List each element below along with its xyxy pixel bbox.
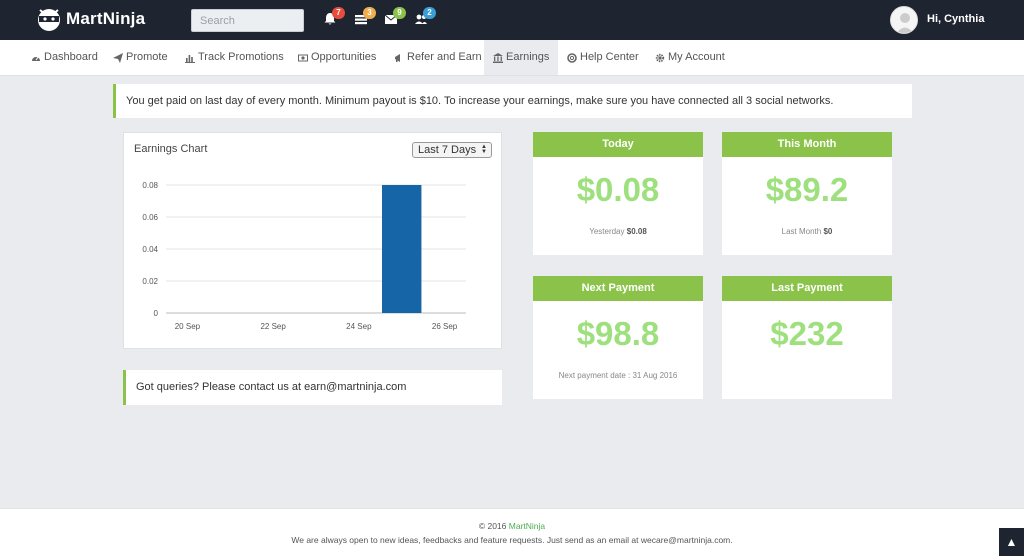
earnings-chart-card: Earnings Chart Last 7 Days ▲ ▼ 0 0.02 0.04 0… bbox=[123, 132, 502, 349]
stat-sub-value: $0.08 bbox=[626, 227, 647, 236]
stat-title: Last Payment bbox=[722, 276, 892, 301]
nav-help-center[interactable]: Help Center bbox=[558, 40, 648, 75]
stat-card-this-month: This Month $89.2 Last Month $0 bbox=[722, 132, 892, 255]
nav-label: My Account bbox=[668, 51, 725, 63]
notification-users[interactable]: 2 bbox=[414, 7, 436, 28]
contact-info-banner: Got queries? Please contact us at earn@m… bbox=[123, 370, 502, 405]
paper-plane-icon bbox=[113, 52, 123, 63]
notification-tasks[interactable]: 3 bbox=[354, 7, 376, 28]
date-range-select[interactable]: Last 7 Days ▲ ▼ bbox=[412, 142, 492, 158]
bank-icon bbox=[493, 52, 503, 63]
stat-subtext: Last Month $0 bbox=[722, 227, 892, 236]
x-tick-label: 20 Sep bbox=[175, 322, 201, 331]
avatar[interactable] bbox=[890, 6, 918, 34]
stat-title: This Month bbox=[722, 132, 892, 157]
nav-label: Earnings bbox=[506, 51, 550, 63]
nav-label: Promote bbox=[126, 51, 168, 63]
scroll-to-top-button[interactable]: ▲ bbox=[999, 528, 1024, 556]
tasks-count-badge: 3 bbox=[363, 7, 376, 19]
stat-card-last-payment: Last Payment $232 bbox=[722, 276, 892, 399]
stat-value: $0.08 bbox=[576, 171, 660, 208]
nav-my-account[interactable]: My Account bbox=[646, 40, 734, 75]
nav-dashboard[interactable]: Dashboard bbox=[22, 40, 107, 75]
app-name: MartNinja bbox=[66, 9, 146, 28]
footer-brand-link[interactable]: MartNinja bbox=[508, 521, 546, 531]
notification-messages[interactable]: 9 bbox=[384, 7, 406, 28]
nav-earnings[interactable]: Earnings bbox=[484, 40, 559, 75]
stat-title: Today bbox=[533, 132, 703, 157]
stat-card-today: Today $0.08 Yesterday $0.08 bbox=[533, 132, 703, 255]
nav-promote[interactable]: Promote bbox=[104, 40, 177, 75]
y-tick-label: 0.06 bbox=[142, 213, 158, 222]
user-avatar-icon bbox=[896, 13, 914, 33]
users-count-badge: 2 bbox=[423, 7, 436, 19]
y-tick-label: 0 bbox=[154, 309, 159, 318]
stat-value: $232 bbox=[770, 315, 844, 352]
copyright-text: © 2016 bbox=[478, 521, 507, 531]
nav-label: Refer and Earn bbox=[407, 51, 482, 63]
y-tick-label: 0.08 bbox=[142, 181, 158, 190]
stat-value: $98.8 bbox=[576, 315, 660, 352]
search-input[interactable] bbox=[191, 9, 304, 32]
date-range-value: Last 7 Days bbox=[418, 144, 477, 156]
logo[interactable]: MartNinja bbox=[36, 6, 145, 32]
messages-count-badge: 9 bbox=[393, 7, 406, 19]
nav-opportunities[interactable]: Opportunities bbox=[289, 40, 385, 75]
stat-sub-value: $0 bbox=[823, 227, 833, 236]
user-greeting[interactable]: Hi, Cynthia bbox=[927, 13, 985, 25]
x-tick-label: 24 Sep bbox=[346, 322, 372, 331]
x-tick-label: 22 Sep bbox=[260, 322, 286, 331]
select-arrows-icon: ▲ ▼ bbox=[481, 144, 487, 155]
tasks-icon bbox=[355, 15, 367, 25]
stat-title: Next Payment bbox=[533, 276, 703, 301]
stat-card-next-payment: Next Payment $98.8 Next payment date : 3… bbox=[533, 276, 703, 399]
y-tick-label: 0.02 bbox=[142, 277, 158, 286]
notification-bell[interactable]: 7 bbox=[323, 7, 345, 28]
dashboard-icon bbox=[32, 55, 40, 61]
bullhorn-icon bbox=[395, 53, 400, 62]
earnings-bar-chart: 0 0.02 0.04 0.06 0.08 20 Sep 22 Sep 24 Sep 26 Se… bbox=[142, 181, 466, 331]
footer: © 2016 MartNinja We are always open to n… bbox=[0, 508, 1024, 556]
stat-subtext: Yesterday $0.08 bbox=[533, 227, 703, 236]
footer-copyright: © 2016 MartNinja bbox=[0, 521, 1024, 531]
stat-sub-label: Last Month bbox=[781, 227, 822, 236]
chart-title: Earnings Chart bbox=[134, 143, 208, 155]
nav-refer-and-earn[interactable]: Refer and Earn bbox=[385, 40, 491, 75]
payout-info-banner: You get paid on last day of every month.… bbox=[113, 84, 912, 118]
nav-track-promotions[interactable]: Track Promotions bbox=[176, 40, 293, 75]
top-bar: MartNinja 7 3 9 2 Hi, Cynthia bbox=[0, 0, 1024, 40]
nav-label: Help Center bbox=[580, 51, 639, 63]
nav-label: Track Promotions bbox=[198, 51, 284, 63]
x-tick-label: 26 Sep bbox=[432, 322, 458, 331]
footer-message: We are always open to new ideas, feedbac… bbox=[291, 535, 733, 545]
chevron-up-icon: ▲ bbox=[1005, 535, 1018, 549]
stat-subtext: Next payment date : 31 Aug 2016 bbox=[558, 371, 678, 380]
life-ring-icon bbox=[567, 52, 577, 63]
bar-chart-icon bbox=[185, 54, 195, 63]
stat-value: $89.2 bbox=[765, 171, 849, 208]
stat-sub-label: Yesterday bbox=[589, 227, 625, 236]
chart-bar[interactable] bbox=[382, 185, 422, 313]
y-tick-label: 0.04 bbox=[142, 245, 158, 254]
nav-label: Dashboard bbox=[44, 51, 98, 63]
money-icon bbox=[298, 54, 308, 61]
nav-label: Opportunities bbox=[311, 51, 377, 63]
main-nav: Dashboard Promote Track Promotions Oppor… bbox=[0, 40, 1024, 76]
notification-count-badge: 7 bbox=[332, 7, 345, 19]
gear-icon bbox=[655, 53, 665, 62]
ninja-logo-icon bbox=[38, 9, 60, 31]
